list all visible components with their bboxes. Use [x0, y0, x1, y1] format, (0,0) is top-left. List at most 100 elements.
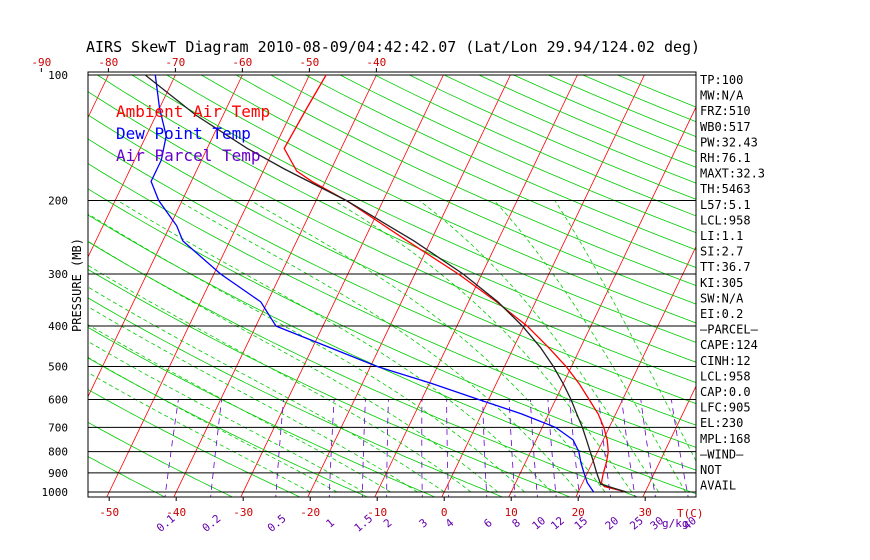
pressure-tick-label: 100	[48, 69, 68, 82]
pressure-tick-label: 800	[48, 446, 68, 459]
index-text: MW:N/A	[700, 89, 744, 103]
dry-adiabat-line	[88, 326, 436, 497]
bottom-axis-tick-label: -10	[367, 506, 387, 519]
pressure-tick-label: 400	[48, 320, 68, 333]
mixing-ratio-line	[210, 399, 223, 497]
index-text: MPL:168	[700, 432, 751, 446]
index-text: AVAIL	[700, 479, 736, 493]
pressure-tick-label: 700	[48, 421, 68, 434]
moist-adiabat-line	[88, 372, 311, 493]
dry-adiabat-line	[409, 74, 696, 200]
index-text: CINH:12	[700, 354, 751, 368]
mixing-ratio-line	[529, 399, 538, 497]
pressure-tick-label: 300	[48, 268, 68, 281]
mixing-ratio-line	[671, 399, 689, 497]
dewpoint-line	[150, 74, 595, 493]
dry-adiabat-line	[305, 74, 696, 251]
index-text: SI:2.7	[700, 245, 743, 259]
isotherm-line	[173, 74, 377, 497]
mixing-ratio-line	[640, 399, 656, 497]
index-text: L57:5.1	[700, 198, 751, 212]
index-text: EL:230	[700, 416, 743, 430]
dry-adiabat-line	[88, 456, 166, 497]
dry-adiabat-line	[88, 91, 696, 384]
dry-adiabat-line	[270, 74, 696, 268]
bottom-axis-tick-label: -50	[99, 506, 119, 519]
mixing-ratio-line	[164, 399, 179, 497]
ambient-temp-line	[283, 74, 627, 493]
top-axis-tick-label: -50	[299, 56, 319, 69]
bottom-axis-tick-label: 10	[505, 506, 518, 519]
index-text: LCL:958	[700, 369, 751, 383]
isotherm-line	[642, 385, 696, 497]
dry-adiabat-line	[88, 421, 234, 497]
dry-adiabat-line	[97, 74, 696, 363]
mixing-ratio-line	[386, 399, 389, 497]
dry-adiabat-line	[88, 188, 696, 471]
isotherm-line	[307, 74, 511, 497]
index-text: FRZ:510	[700, 104, 751, 118]
dry-adiabat-line	[235, 74, 696, 286]
parcel-temp-line	[144, 74, 627, 493]
moist-adiabat-line	[554, 200, 696, 462]
index-text: EI:0.2	[700, 307, 743, 321]
index-text: MAXT:32.3	[700, 167, 765, 181]
bottom-axis-tick-label: 0	[441, 506, 448, 519]
dry-adiabat-line	[88, 114, 696, 405]
index-text: KI:305	[700, 276, 743, 290]
index-text: TH:5463	[700, 182, 751, 196]
moist-adiabat-line	[88, 240, 499, 493]
isotherm-line	[240, 74, 444, 497]
mixing-ratio-line	[547, 399, 557, 497]
mixing-ratio-line	[621, 399, 636, 497]
index-text: CAPE:124	[700, 338, 758, 352]
dry-adiabat-line	[88, 214, 696, 495]
chart-title: AIRS SkewT Diagram 2010-08-09/04:42:42.0…	[86, 38, 700, 56]
isotherm-line	[842, 75, 870, 501]
index-text: LCL:958	[700, 213, 751, 227]
moist-adiabat-line	[250, 200, 606, 493]
dry-adiabat-line	[166, 74, 696, 324]
isotherm-line	[88, 74, 109, 119]
x-bottom-unit-label: T(C)	[677, 507, 704, 520]
moist-adiabat-line	[117, 200, 552, 493]
mixing-ratio-label: 4	[443, 516, 457, 530]
index-text: TP:100	[700, 73, 743, 87]
moist-adiabat-line	[88, 306, 418, 493]
index-text: LI:1.1	[700, 229, 743, 243]
legend-ambient: Ambient Air Temp	[116, 102, 270, 121]
index-text: —PARCEL—	[700, 323, 759, 337]
mixing-ratio-label: 8	[510, 516, 523, 530]
pressure-tick-label: 500	[48, 360, 68, 373]
dry-adiabat-line	[88, 163, 696, 448]
index-text: —WIND—	[700, 447, 744, 461]
mixing-ratio-line	[508, 399, 516, 497]
bottom-axis-tick-label: -40	[166, 506, 186, 519]
pressure-tick-label: 900	[48, 467, 68, 480]
mixing-ratio-label: 2	[381, 516, 394, 530]
mixing-ratio-line	[328, 399, 335, 497]
isotherm-line	[575, 245, 696, 497]
isotherm-line	[88, 74, 176, 258]
mixing-ratio-unit-label: g/kg	[662, 517, 689, 530]
mixing-ratio-label: 3	[417, 516, 430, 530]
pressure-tick-label: 200	[48, 195, 68, 208]
index-text: WB0:517	[700, 120, 751, 134]
isotherm-line	[0, 75, 41, 501]
pressure-tick-label: 600	[48, 393, 68, 406]
mixing-ratio-label: 6	[481, 516, 494, 530]
mixing-ratio-line	[446, 399, 449, 497]
dry-adiabat-line	[88, 138, 696, 426]
legend-dewpoint: Dew Point Temp	[116, 124, 251, 143]
mixing-ratio-label: 1	[324, 516, 337, 530]
top-axis-tick-label: -70	[165, 56, 185, 69]
dry-adiabat-line	[374, 74, 696, 217]
mixing-ratio-label: 0.5	[265, 512, 289, 535]
isotherm-line	[88, 74, 243, 398]
dry-adiabat-line	[201, 74, 696, 305]
isotherm-line	[508, 106, 696, 497]
mixing-ratio-line	[482, 399, 488, 497]
pressure-tick-label: 1000	[42, 486, 69, 499]
bottom-axis-tick-label: 20	[572, 506, 585, 519]
